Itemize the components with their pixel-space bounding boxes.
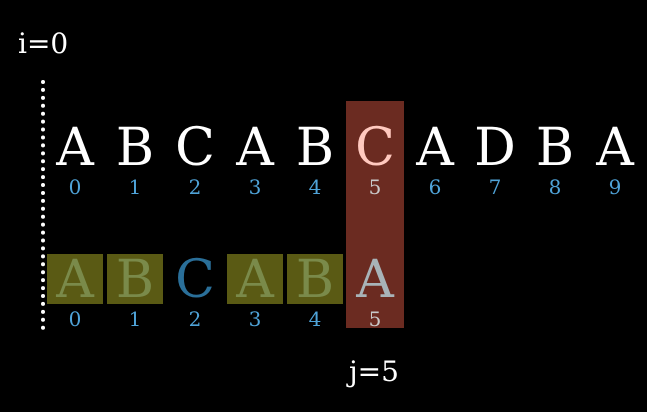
text-char: A [416,118,454,178]
text-char: D [474,118,516,178]
pattern-char: B [295,250,335,310]
text-char: A [596,118,634,178]
pattern-char: A [56,250,94,310]
prefix-match-highlight [227,254,283,304]
text-index: 2 [188,175,202,199]
text-char: A [236,118,274,178]
text-char: B [115,118,155,178]
pattern-char: C [175,250,215,310]
pattern-index: 2 [188,307,202,331]
pattern-index: 5 [368,307,382,331]
text-index: 3 [248,175,262,199]
text-char: C [175,118,215,178]
text-index: 0 [68,175,82,199]
prefix-match-highlight [107,254,163,304]
pattern-char: B [115,250,155,310]
text-index: 6 [428,175,442,199]
prefix-match-highlight [47,254,103,304]
pattern-char: A [236,250,274,310]
prefix-match-highlight [287,254,343,304]
text-char: B [535,118,575,178]
pointer-j-label: j=5 [349,355,399,388]
pattern-index: 4 [308,307,322,331]
text-index: 4 [308,175,322,199]
text-index: 7 [488,175,502,199]
text-char: B [295,118,335,178]
text-index: 1 [128,175,142,199]
text-char: C [355,118,395,178]
pattern-index: 0 [68,307,82,331]
pattern-char: A [356,250,394,310]
text-index: 8 [548,175,562,199]
pattern-index: 3 [248,307,262,331]
current-column-highlight [346,101,404,328]
text-char: A [56,118,94,178]
pattern-index: 1 [128,307,142,331]
pointer-i-label: i=0 [18,27,69,60]
text-index: 9 [608,175,622,199]
pointer-i-line [41,80,45,330]
text-index: 5 [368,175,382,199]
